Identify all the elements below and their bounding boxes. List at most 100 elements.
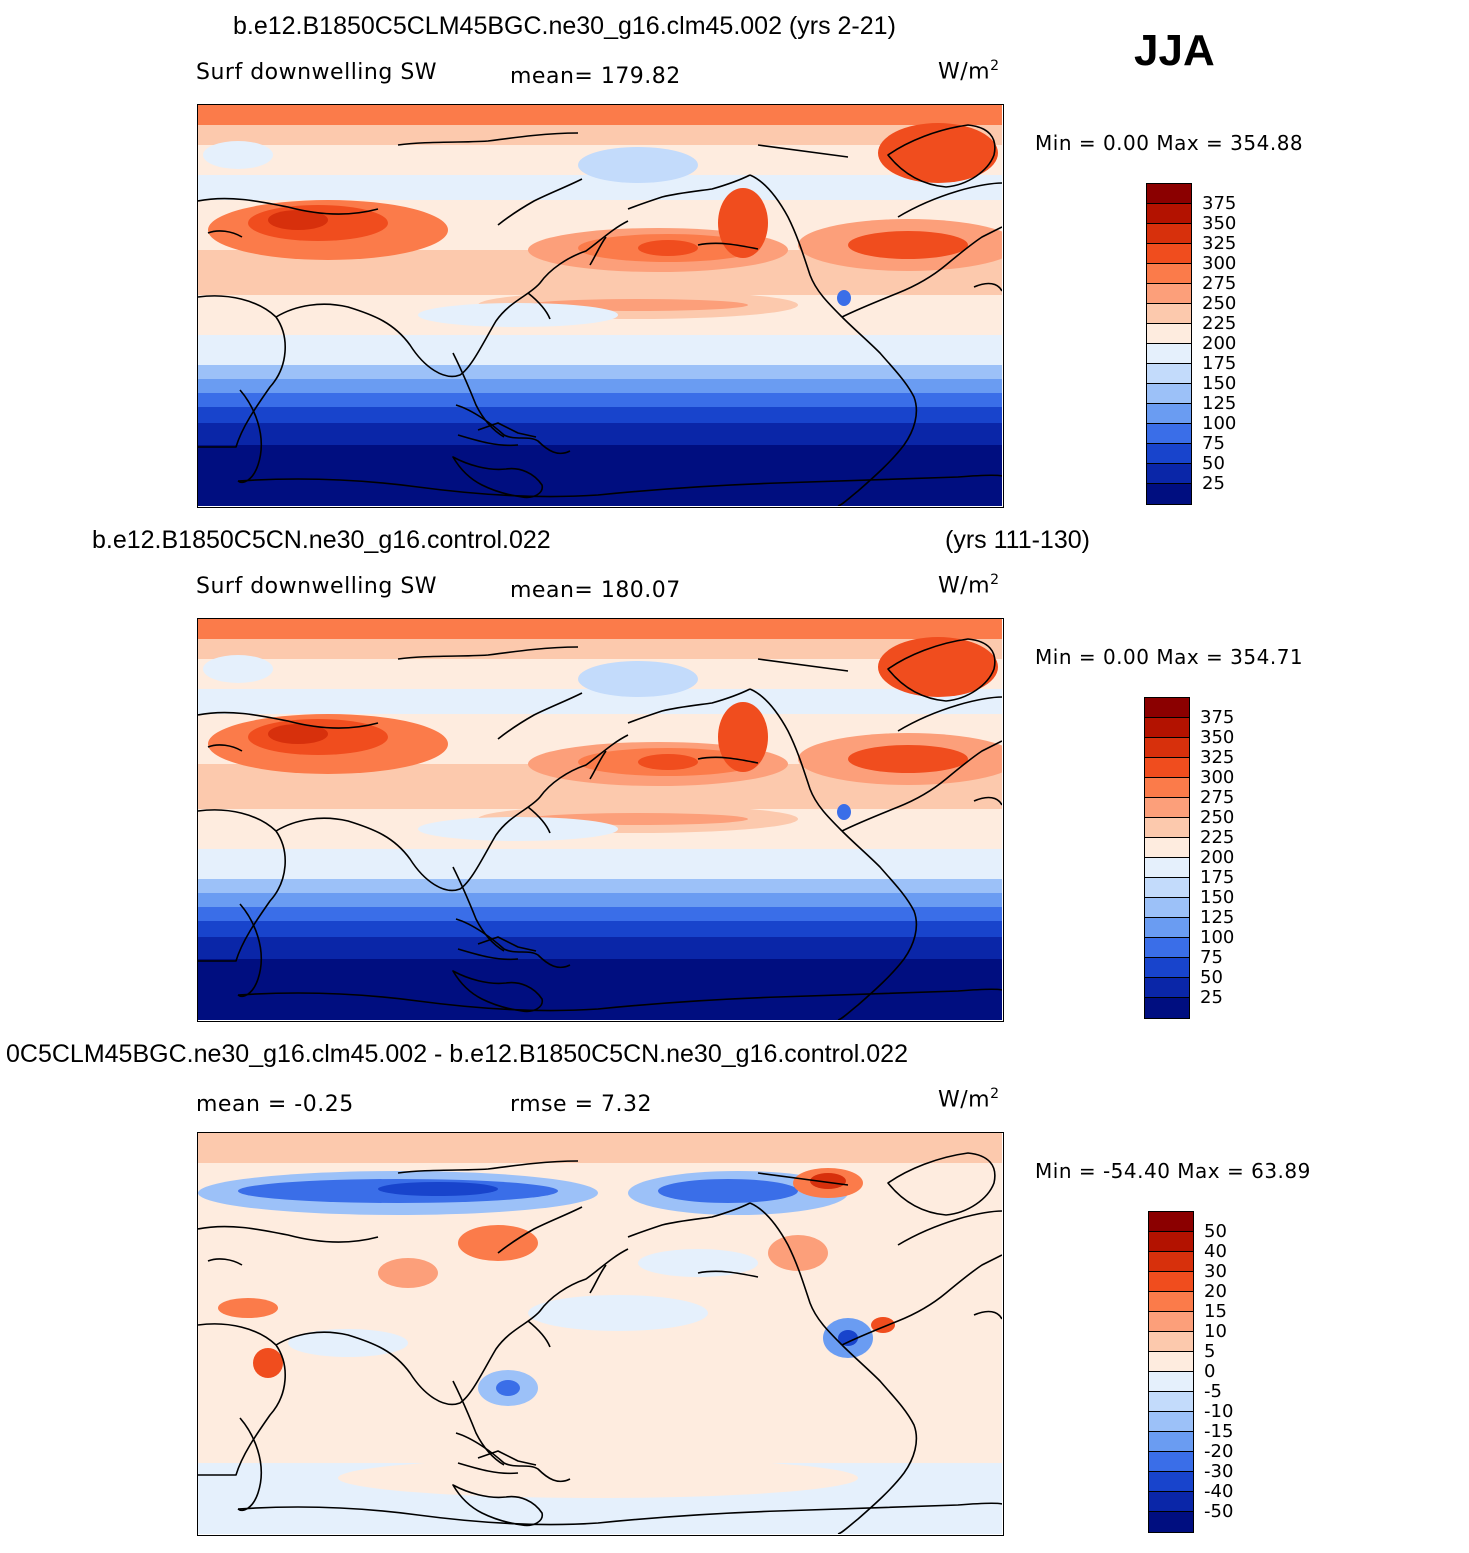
colorbar-tick-label: 25	[1202, 473, 1225, 494]
colorbar-swatch	[1147, 244, 1191, 264]
colorbar-tick-label: 300	[1202, 253, 1237, 274]
panel3-mean-label: mean = -0.25	[196, 1092, 354, 1117]
colorbar-swatch	[1149, 1452, 1193, 1472]
colorbar-boxes	[1148, 1211, 1194, 1533]
colorbar-tick-label: 200	[1202, 333, 1237, 354]
colorbar-tick-label: 10	[1204, 1321, 1227, 1342]
colorbar-tick-label: 75	[1202, 433, 1225, 454]
colorbar-tick-label: 40	[1204, 1241, 1227, 1262]
colorbar-tick-label: 50	[1202, 453, 1225, 474]
colorbar-swatch	[1145, 758, 1189, 778]
colorbar-tick-label: 100	[1200, 927, 1235, 948]
colorbar-swatch	[1149, 1432, 1193, 1452]
panel3-title: 0C5CLM45BGC.ne30_g16.clm45.002 - b.e12.B…	[6, 1040, 908, 1068]
panel1-variable-label: Surf downwelling SW	[196, 60, 438, 85]
colorbar-swatch	[1149, 1292, 1193, 1312]
colorbar-swatch	[1145, 838, 1189, 858]
colorbar-tick-label: 25	[1200, 987, 1223, 1008]
colorbar-tick-label: -50	[1204, 1501, 1234, 1522]
panel1-mean-label: mean= 179.82	[510, 64, 681, 89]
colorbar-tick-label: 300	[1200, 767, 1235, 788]
colorbar-boxes	[1146, 183, 1192, 505]
colorbar-tick-label: 275	[1200, 787, 1235, 808]
colorbar-tick-label: -5	[1204, 1381, 1222, 1402]
colorbar-swatch	[1145, 738, 1189, 758]
colorbar-tick-label: -20	[1204, 1441, 1234, 1462]
colorbar-tick-label: 375	[1202, 193, 1237, 214]
colorbar-swatch	[1147, 204, 1191, 224]
colorbar-tick-label: 275	[1202, 273, 1237, 294]
colorbar-swatch	[1147, 224, 1191, 244]
colorbar-swatch	[1149, 1232, 1193, 1252]
colorbar-swatch	[1145, 938, 1189, 958]
colorbar-swatch	[1145, 858, 1189, 878]
colorbar-swatch	[1147, 344, 1191, 364]
colorbar-swatch	[1145, 698, 1189, 718]
colorbar-swatch	[1145, 898, 1189, 918]
colorbar-swatch	[1145, 818, 1189, 838]
colorbar-swatch	[1149, 1352, 1193, 1372]
colorbar-tick-label: 375	[1200, 707, 1235, 728]
panel2-years: (yrs 111-130)	[945, 526, 1090, 554]
colorbar-swatch	[1147, 324, 1191, 344]
panel1-title: b.e12.B1850C5CLM45BGC.ne30_g16.clm45.002…	[233, 12, 896, 40]
panel2-minmax: Min = 0.00 Max = 354.71	[1035, 645, 1304, 669]
colorbar-tick-label: 0	[1204, 1361, 1216, 1382]
colorbar-tick-label: 200	[1200, 847, 1235, 868]
panel3-rmse-label: rmse = 7.32	[510, 1092, 652, 1117]
panel1-minmax: Min = 0.00 Max = 354.88	[1035, 131, 1304, 155]
colorbar-swatch	[1145, 958, 1189, 978]
colorbar-tick-label: 125	[1200, 907, 1235, 928]
colorbar-tick-label: 175	[1200, 867, 1235, 888]
colorbar-swatch	[1147, 464, 1191, 484]
colorbar-swatch	[1149, 1212, 1193, 1232]
colorbar-boxes	[1144, 697, 1190, 1019]
colorbar-swatch	[1147, 444, 1191, 464]
colorbar-swatch	[1147, 424, 1191, 444]
colorbar-swatch	[1149, 1392, 1193, 1412]
panel1-map	[197, 104, 1004, 508]
colorbar-swatch	[1145, 878, 1189, 898]
colorbar-swatch	[1145, 998, 1189, 1018]
colorbar-tick-label: -30	[1204, 1461, 1234, 1482]
colorbar-swatch	[1149, 1332, 1193, 1352]
colorbar-tick-label: 125	[1202, 393, 1237, 414]
colorbar-tick-label: 225	[1200, 827, 1235, 848]
colorbar-swatch	[1149, 1272, 1193, 1292]
panel3-map	[197, 1132, 1004, 1536]
coastlines	[198, 1152, 1002, 1534]
colorbar-tick-label: 100	[1202, 413, 1237, 434]
colorbar-swatch	[1149, 1472, 1193, 1492]
colorbar-tick-label: -40	[1204, 1481, 1234, 1502]
panel2-title: b.e12.B1850C5CN.ne30_g16.control.022	[92, 526, 551, 554]
colorbar-tick-label: 350	[1202, 213, 1237, 234]
colorbar-tick-label: 325	[1200, 747, 1235, 768]
panel2-map	[197, 618, 1004, 1022]
colorbar-swatch	[1145, 978, 1189, 998]
colorbar-swatch	[1149, 1512, 1193, 1532]
colorbar-swatch	[1147, 384, 1191, 404]
panel3-minmax: Min = -54.40 Max = 63.89	[1035, 1159, 1311, 1183]
colorbar-tick-label: 50	[1204, 1221, 1227, 1242]
panel2-mean-label: mean= 180.07	[510, 578, 681, 603]
colorbar-tick-label: 250	[1202, 293, 1237, 314]
colorbar-tick-label: 325	[1202, 233, 1237, 254]
colorbar-tick-label: 75	[1200, 947, 1223, 968]
colorbar-swatch	[1147, 364, 1191, 384]
panel2-variable-label: Surf downwelling SW	[196, 574, 438, 599]
colorbar-tick-label: 50	[1200, 967, 1223, 988]
colorbar-swatch	[1149, 1372, 1193, 1392]
panel3-units: W/m2	[938, 1086, 1000, 1113]
colorbar-tick-label: 15	[1204, 1301, 1227, 1322]
colorbar-tick-label: 150	[1200, 887, 1235, 908]
colorbar-tick-label: 20	[1204, 1281, 1227, 1302]
colorbar-swatch	[1147, 184, 1191, 204]
colorbar-swatch	[1149, 1412, 1193, 1432]
colorbar-swatch	[1147, 404, 1191, 424]
colorbar-swatch	[1147, 304, 1191, 324]
colorbar-tick-label: -15	[1204, 1421, 1234, 1442]
coastlines	[198, 124, 1002, 506]
colorbar-swatch	[1149, 1492, 1193, 1512]
coastlines	[198, 638, 1002, 1020]
colorbar-swatch	[1147, 284, 1191, 304]
